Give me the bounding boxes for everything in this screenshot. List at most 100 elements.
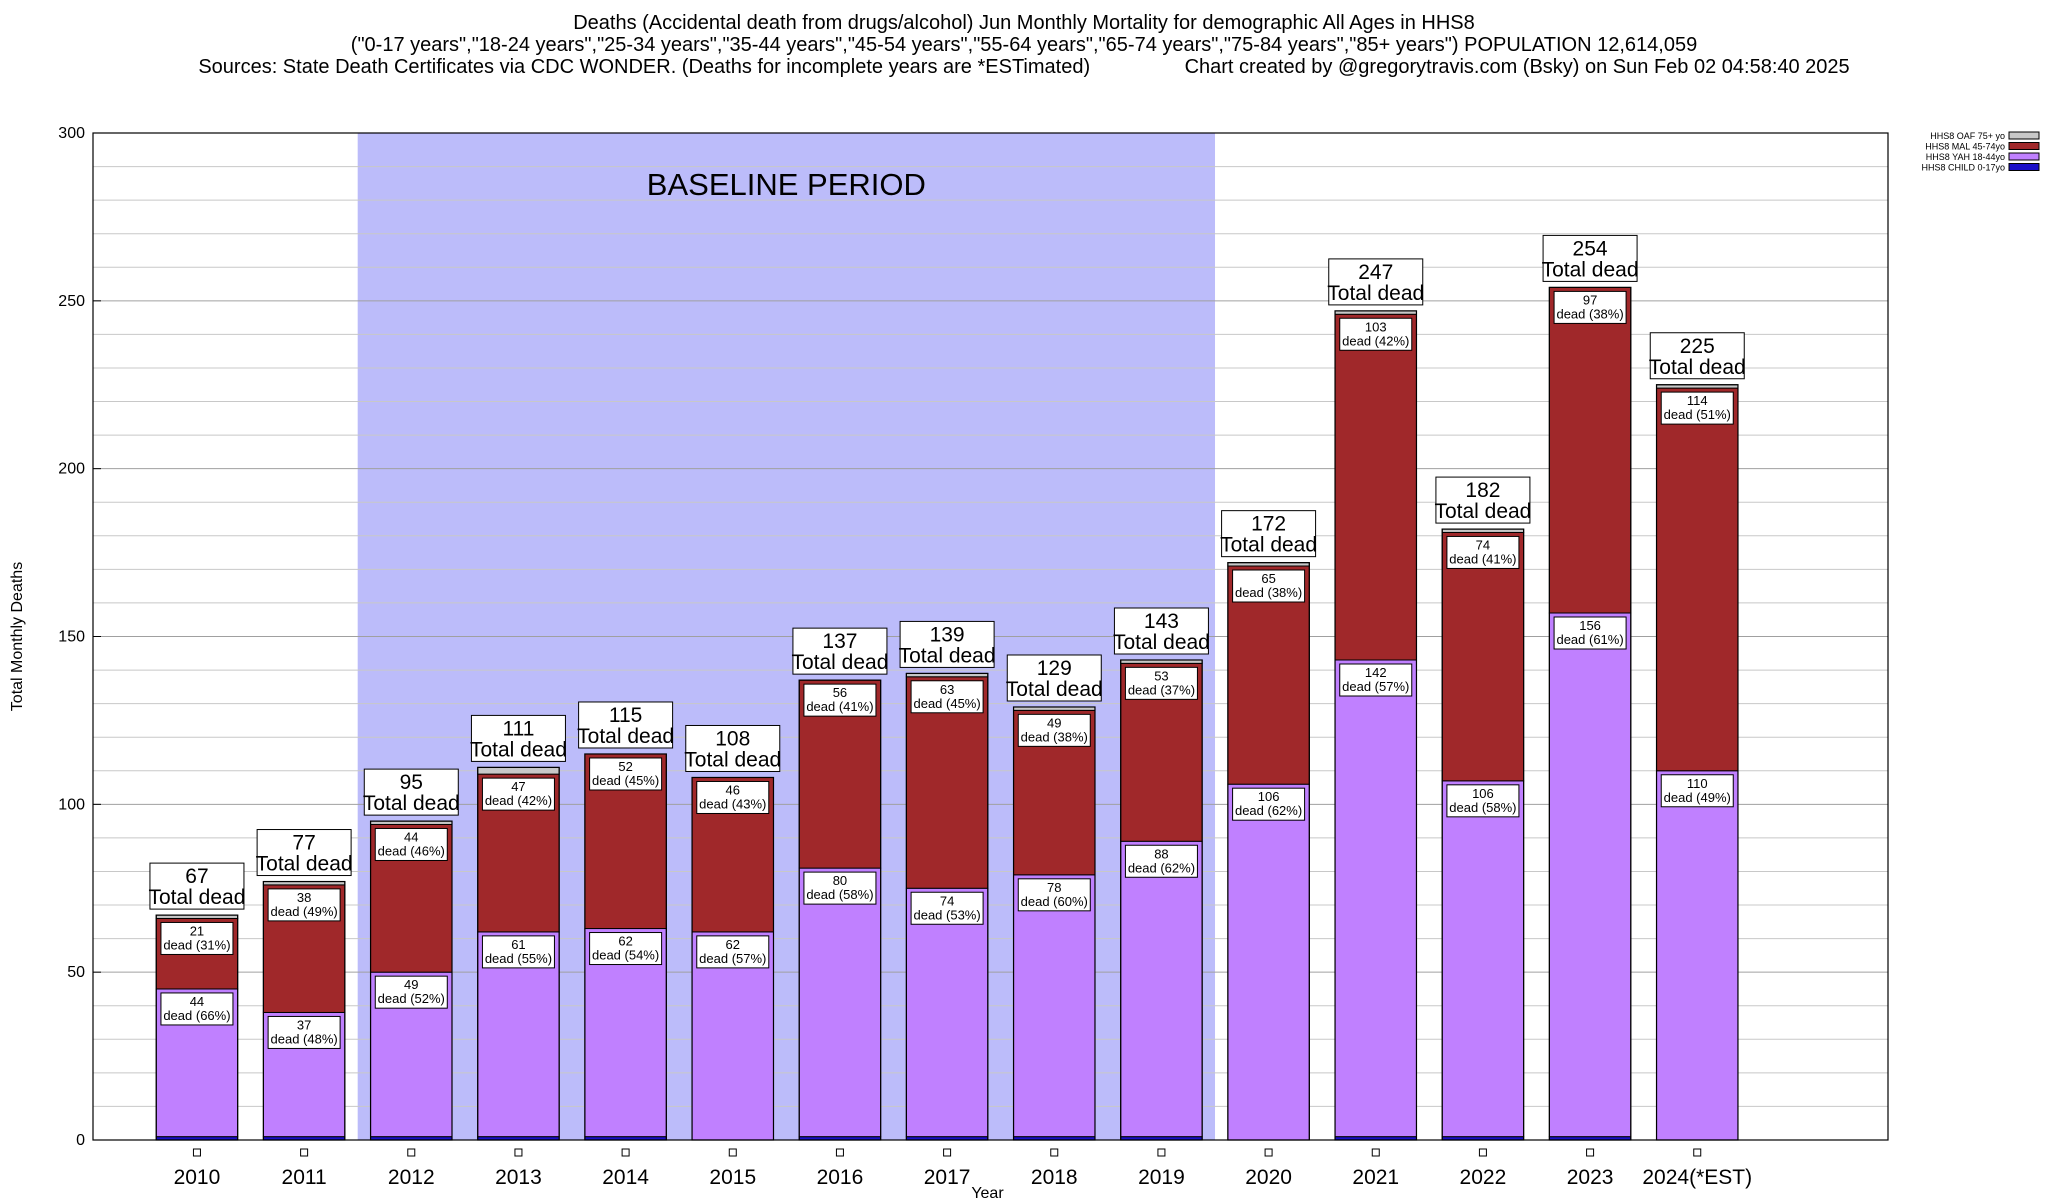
total-label-box <box>470 714 566 762</box>
segment-count-label: 142 <box>1365 665 1387 680</box>
total-dead-label: Total dead <box>470 738 567 761</box>
segment-label-box <box>1553 290 1627 324</box>
segment-count-label: 46 <box>726 782 740 797</box>
total-label-box <box>1006 654 1102 702</box>
total-label-box <box>1221 510 1317 558</box>
segment-percent-label: dead (57%) <box>699 951 766 966</box>
legend-entry-label: HHS8 YAH 18-44yo <box>1926 152 2005 162</box>
total-dead-label: Total dead <box>791 651 888 674</box>
total-value-label: 111 <box>502 717 534 740</box>
segment-label-box <box>160 992 234 1026</box>
segment-label-box <box>696 780 770 814</box>
segment-count-label: 47 <box>511 779 525 794</box>
segment-count-label: 74 <box>940 893 954 908</box>
x-tick-marker <box>407 1148 416 1157</box>
segment-label-box <box>1017 713 1091 747</box>
total-value-label: 247 <box>1358 261 1393 284</box>
segment-percent-label: dead (51%) <box>1664 407 1731 422</box>
total-dead-label: Total dead <box>1434 500 1531 523</box>
total-dead-label: Total dead <box>577 725 674 748</box>
y-tick-label: 300 <box>58 125 85 142</box>
segment-label-box <box>1017 878 1091 912</box>
y-tick-label: 250 <box>58 293 85 310</box>
segment-count-label: 52 <box>618 759 632 774</box>
total-dead-label: Total dead <box>1649 356 1746 379</box>
segment-label-box <box>160 921 234 955</box>
bar-segment-hhs8-mal-45-74yo <box>1656 387 1739 772</box>
segment-percent-label: dead (38%) <box>1556 306 1623 321</box>
x-tick-marker <box>728 1148 737 1157</box>
bar-segment-hhs8-mal-45-74yo <box>1548 286 1632 614</box>
x-tick-marker <box>835 1148 844 1157</box>
segment-label-box <box>1553 616 1627 650</box>
legend-swatch <box>2008 142 2040 150</box>
segment-count-label: 44 <box>404 829 418 844</box>
y-tick-label: 0 <box>76 1132 85 1149</box>
total-dead-label: Total dead <box>256 853 353 876</box>
segment-percent-label: dead (62%) <box>1235 803 1302 818</box>
segment-count-label: 156 <box>1579 618 1601 633</box>
total-label-box <box>792 627 888 675</box>
segment-percent-label: dead (37%) <box>1128 682 1195 697</box>
x-tick-label: 2014 <box>602 1166 649 1189</box>
bar-segment-hhs8-yah-18-44yo <box>798 867 882 1138</box>
legend-swatch <box>2008 163 2040 171</box>
total-value-label: 139 <box>930 623 965 646</box>
segment-count-label: 38 <box>297 890 311 905</box>
x-tick-label: 2011 <box>282 1166 327 1189</box>
y-tick-label: 100 <box>58 796 85 813</box>
y-axis-title: Total Monthly Deaths <box>9 562 26 711</box>
segment-percent-label: dead (41%) <box>1449 551 1516 566</box>
total-label-box <box>149 862 245 910</box>
total-value-label: 67 <box>185 865 208 888</box>
segment-percent-label: dead (41%) <box>806 699 873 714</box>
segment-percent-label: dead (38%) <box>1021 729 1088 744</box>
segment-percent-label: dead (60%) <box>1021 894 1088 909</box>
segment-count-label: 80 <box>833 873 847 888</box>
x-tick-marker <box>300 1148 309 1157</box>
total-label-box <box>1542 234 1638 282</box>
segment-percent-label: dead (42%) <box>1342 333 1409 348</box>
total-dead-label: Total dead <box>684 748 781 771</box>
total-label-box <box>685 724 781 772</box>
chart-title-line-2: ("0-17 years","18-24 years","25-34 years… <box>350 34 1698 56</box>
segment-label-box <box>696 935 770 969</box>
segment-count-label: 65 <box>1261 571 1275 586</box>
total-dead-label: Total dead <box>1113 631 1210 654</box>
segment-count-label: 62 <box>618 934 632 949</box>
segment-count-label: 44 <box>190 994 204 1009</box>
total-dead-label: Total dead <box>899 644 996 667</box>
x-tick-label: 2015 <box>709 1166 756 1189</box>
segment-percent-label: dead (45%) <box>913 696 980 711</box>
segment-count-label: 106 <box>1258 789 1280 804</box>
x-tick-marker <box>514 1148 523 1157</box>
bar-segment-hhs8-yah-18-44yo <box>1656 770 1739 1141</box>
x-tick-label: 2019 <box>1138 1166 1185 1189</box>
segment-count-label: 61 <box>511 937 525 952</box>
x-tick-marker <box>621 1148 630 1157</box>
segment-count-label: 103 <box>1365 319 1387 334</box>
bar-segment-hhs8-mal-45-74yo <box>1441 531 1525 782</box>
segment-label-box <box>1124 844 1198 878</box>
legend-swatch <box>2008 152 2040 161</box>
total-value-label: 129 <box>1037 657 1072 680</box>
segment-count-label: 62 <box>726 937 740 952</box>
segment-count-label: 114 <box>1687 393 1708 408</box>
segment-count-label: 49 <box>1047 715 1061 730</box>
y-tick-label: 50 <box>67 964 85 981</box>
x-tick-label: 2018 <box>1031 1166 1078 1189</box>
total-value-label: 137 <box>822 630 857 653</box>
segment-percent-label: dead (49%) <box>1664 790 1731 805</box>
segment-label-box <box>589 932 663 966</box>
x-tick-label: 2013 <box>495 1166 542 1189</box>
x-tick-label: 2016 <box>817 1166 864 1189</box>
x-tick-label: 2022 <box>1460 1166 1507 1189</box>
total-dead-label: Total dead <box>1220 534 1317 557</box>
total-value-label: 225 <box>1680 335 1715 358</box>
segment-count-label: 53 <box>1154 668 1168 683</box>
segment-percent-label: dead (49%) <box>271 904 338 919</box>
segment-percent-label: dead (54%) <box>592 948 659 963</box>
total-label-box <box>899 620 995 668</box>
segment-count-label: 110 <box>1687 776 1708 791</box>
segment-label-box <box>589 757 663 791</box>
